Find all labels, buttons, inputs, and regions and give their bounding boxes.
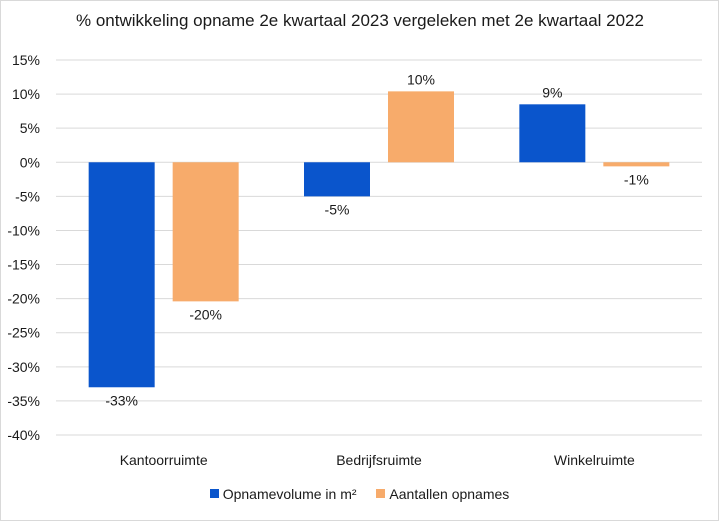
x-category-label: Kantoorruimte	[120, 452, 208, 468]
legend-label-opnamevolume: Opnamevolume in m²	[222, 485, 357, 502]
x-category-label: Bedrijfsruimte	[336, 452, 422, 468]
y-tick-label: -30%	[7, 359, 40, 375]
bar-aantallen	[603, 162, 670, 167]
y-tick-label: 0%	[20, 154, 40, 170]
y-tick-label: -15%	[7, 257, 40, 273]
bar-aantallen	[388, 91, 454, 163]
x-category-label: Winkelruimte	[554, 452, 635, 468]
legend-label-aantallen: Aantallen opnames	[389, 485, 510, 502]
data-label: -33%	[105, 392, 138, 408]
y-tick-label: -5%	[15, 188, 40, 204]
y-tick-label: -10%	[7, 222, 40, 238]
data-label: 9%	[542, 84, 562, 100]
legend-item-aantallen: Aantallen opnames	[376, 486, 509, 502]
y-tick-label: -20%	[7, 291, 40, 307]
legend-swatch-opnamevolume	[209, 489, 219, 498]
y-tick-label: -35%	[7, 393, 40, 409]
legend: Opnamevolume in m² Aantallen opnames	[0, 485, 719, 502]
y-tick-label: 15%	[12, 52, 40, 68]
data-label: -5%	[325, 201, 350, 217]
data-label: -1%	[624, 171, 649, 187]
chart-title: % ontwikkeling opname 2e kwartaal 2023 v…	[76, 11, 644, 30]
y-tick-label: 5%	[20, 120, 40, 136]
bar-opnamevolume	[88, 162, 155, 388]
bar-opnamevolume	[519, 104, 586, 163]
bar-aantallen	[172, 162, 239, 302]
legend-swatch-aantallen	[376, 489, 386, 498]
data-label: 10%	[407, 71, 435, 87]
y-tick-label: -25%	[7, 325, 40, 341]
y-tick-label: -40%	[7, 427, 40, 443]
data-label: -20%	[189, 306, 222, 322]
legend-item-opnamevolume: Opnamevolume in m²	[209, 485, 357, 502]
bar-opnamevolume	[304, 162, 370, 197]
y-tick-label: 10%	[12, 86, 40, 102]
